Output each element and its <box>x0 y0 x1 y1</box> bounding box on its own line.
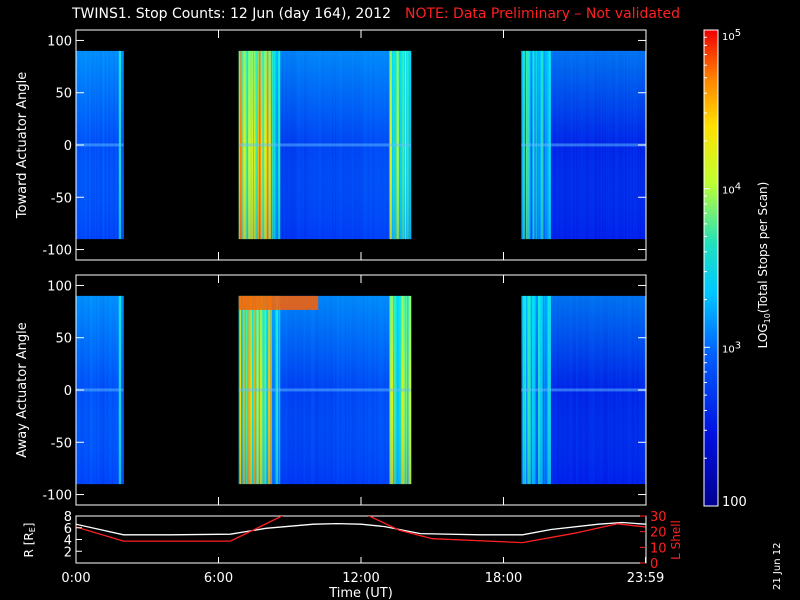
left-tick-label: 8 <box>64 510 72 525</box>
plot-title: TWINS1. Stop Counts: 12 Jun (day 164), 2… <box>72 6 680 22</box>
right-tick-label: 0 <box>650 557 658 572</box>
away-heatmap-cells <box>76 295 646 485</box>
y-tick-label: 0 <box>64 384 72 399</box>
y-tick-label: 50 <box>55 332 72 347</box>
colorbar-ticks: 105 104 103 100 <box>704 28 747 510</box>
heatmap-zero-stripe <box>238 388 411 392</box>
colorbar: 105 104 103 100 LOG10(Total Stops per Scan) <box>703 28 772 510</box>
away-y-ticks: 100 50 0 -50 -100 <box>42 275 647 505</box>
toward-heatmap-panel: 100 50 0 -50 -100 Toward Actuator Angle <box>15 29 647 261</box>
away-ylabel: Away Actuator Angle <box>15 322 30 457</box>
y-tick-label: -100 <box>42 244 72 259</box>
heatmap-hot-band <box>238 295 319 310</box>
heatmap-zero-stripe <box>521 388 646 392</box>
heatmap-zero-stripe <box>521 143 646 147</box>
x-tick-label: 12:00 <box>342 571 379 586</box>
y-tick-label: -50 <box>51 436 72 451</box>
orbit-axes-frame <box>75 515 647 564</box>
y-tick-label: -50 <box>51 191 72 206</box>
toward-ylabel: Toward Actuator Angle <box>15 72 30 219</box>
toward-heatmap-cells <box>76 50 646 240</box>
colorbar-frame <box>703 29 719 507</box>
x-tick-label: 23:59 <box>627 571 664 586</box>
y-tick-label: -100 <box>42 489 72 504</box>
orbit-xlabel: Time (UT) <box>328 586 393 600</box>
x-tick-label: 18:00 <box>485 571 522 586</box>
title-note: NOTE: Data Preliminary – Not validated <box>404 6 680 22</box>
heatmap-zero-stripe <box>238 143 411 147</box>
orbit-lines <box>76 516 646 544</box>
colorbar-tick-label: 100 <box>722 495 747 510</box>
left-tick-label: 2 <box>64 545 72 560</box>
heatmap-zero-stripe <box>76 143 124 147</box>
right-tick-label: 10 <box>650 541 667 556</box>
orbit-ylabel-right: L Shell <box>669 520 683 560</box>
date-stamp: 21 Jun 12 <box>772 542 783 590</box>
x-tick-label: 6:00 <box>204 571 233 586</box>
l-shell-line <box>76 516 646 544</box>
left-tick-label: 6 <box>64 522 72 537</box>
y-tick-label: 0 <box>64 139 72 154</box>
right-tick-label: 20 <box>650 526 667 541</box>
title-text: TWINS1. Stop Counts: 12 Jun (day 164), 2… <box>72 6 391 22</box>
y-tick-label: 50 <box>55 87 72 102</box>
x-tick-label: 0:00 <box>61 571 90 586</box>
left-tick-label: 4 <box>64 534 72 549</box>
right-tick-label: 30 <box>650 510 667 525</box>
colorbar-label: LOG10(Total Stops per Scan) <box>756 182 772 349</box>
colorbar-tick-label: 104 <box>722 182 741 197</box>
y-tick-label: 100 <box>47 34 72 49</box>
colorbar-gradient <box>704 30 718 506</box>
colorbar-tick-label: 105 <box>722 28 741 43</box>
toward-y-ticks: 100 50 0 -50 -100 <box>42 30 647 260</box>
heatmap-zero-stripe <box>76 388 124 392</box>
r-distance-line <box>76 521 646 536</box>
y-tick-label: 100 <box>47 279 72 294</box>
colorbar-tick-label: 103 <box>722 340 741 355</box>
away-heatmap-panel: 100 50 0 -50 -100 Away Actuator Angle <box>15 274 647 506</box>
orbit-ylabel-left: R [RE] <box>22 523 37 558</box>
